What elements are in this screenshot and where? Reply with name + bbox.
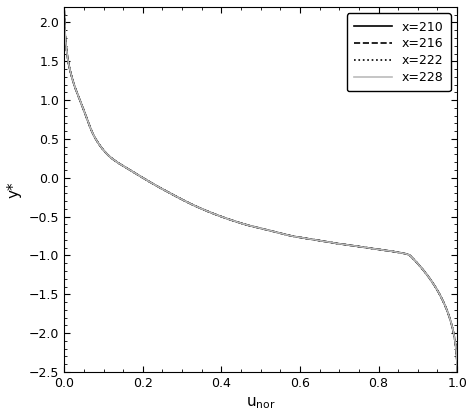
Line: x=210: x=210 [64,11,457,372]
x=222 [454,351,459,356]
x=228 [62,8,67,13]
x=210 [62,19,67,24]
x=210 [192,204,198,209]
x=216 [454,370,460,375]
x=228 [192,204,198,209]
x=222 [192,204,198,209]
x=228 [173,194,179,199]
x=228 [454,370,460,375]
X-axis label: u$_\mathregular{nor}$: u$_\mathregular{nor}$ [246,395,275,411]
Line: x=228: x=228 [64,11,457,372]
x=222 [62,8,67,13]
Line: x=216: x=216 [64,11,457,372]
Line: x=222: x=222 [64,11,457,372]
x=216 [62,8,67,13]
x=228 [62,19,67,24]
x=222 [72,85,78,90]
x=210 [173,194,179,199]
x=216 [454,351,459,356]
x=210 [62,8,67,13]
x=216 [72,85,78,90]
Legend: x=210, x=216, x=222, x=228: x=210, x=216, x=222, x=228 [346,13,451,92]
Y-axis label: y*: y* [7,181,22,198]
x=222 [62,19,67,24]
x=210 [72,85,78,90]
x=222 [62,19,67,24]
x=222 [454,370,460,375]
x=216 [62,19,67,24]
x=216 [192,204,198,209]
x=222 [173,194,179,199]
x=210 [454,351,459,356]
x=216 [173,194,179,199]
x=228 [72,85,78,90]
x=210 [454,370,460,375]
x=210 [62,19,67,24]
x=228 [454,351,459,356]
x=228 [62,19,67,24]
x=216 [62,19,67,24]
